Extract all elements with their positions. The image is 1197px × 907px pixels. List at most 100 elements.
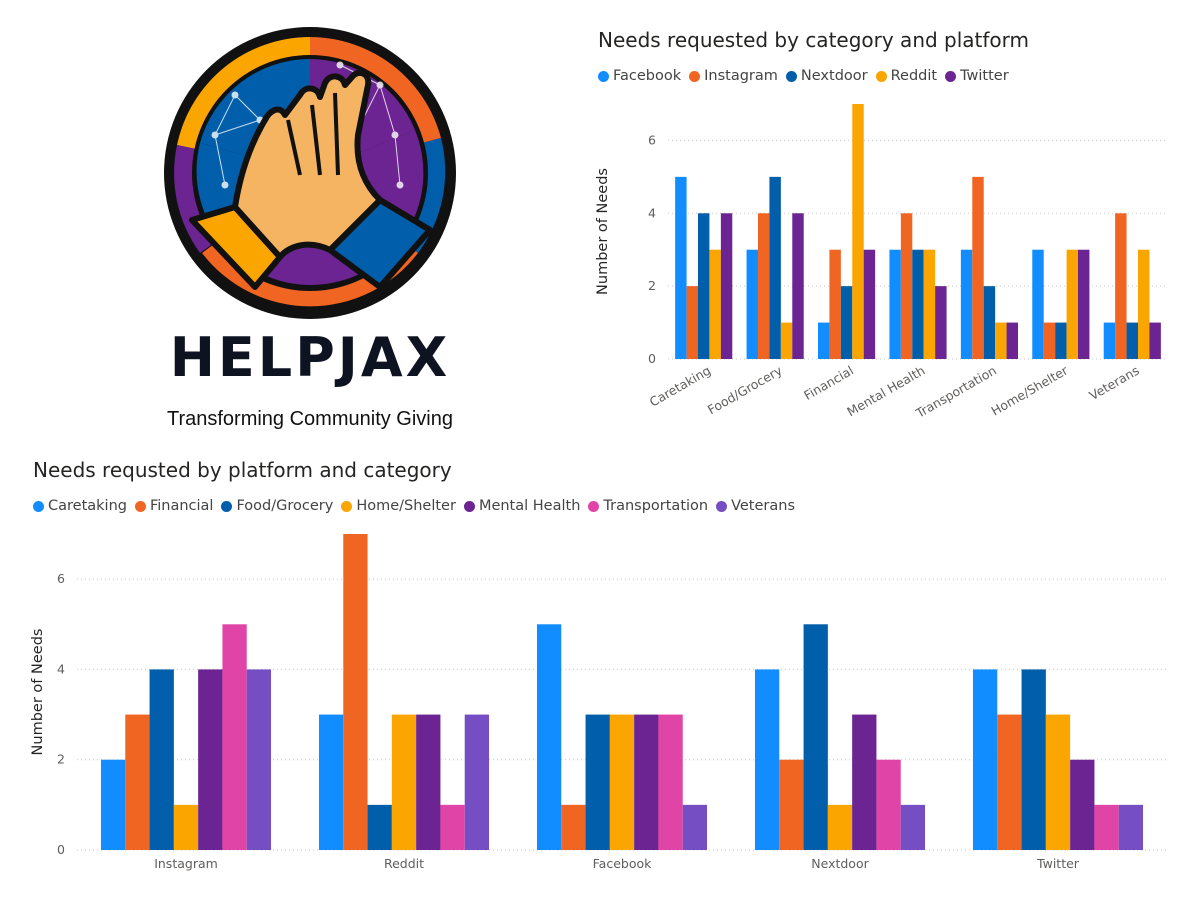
y-tick-label: 6 (648, 132, 656, 147)
bar[interactable] (709, 249, 721, 359)
y-tick-label: 0 (648, 351, 656, 366)
bar[interactable] (997, 714, 1022, 850)
bar[interactable] (464, 714, 490, 850)
bar[interactable] (173, 804, 199, 850)
bar[interactable] (561, 804, 586, 850)
bar[interactable] (840, 286, 853, 359)
legend-item[interactable]: Facebook (598, 68, 681, 84)
bar[interactable] (912, 249, 924, 359)
x-tick-label: Twitter (1036, 856, 1080, 871)
bar[interactable] (318, 714, 344, 850)
legend-swatch (875, 70, 887, 82)
bar[interactable] (769, 176, 781, 359)
bar[interactable] (827, 804, 853, 850)
legend-label: Home/Shelter (356, 498, 456, 514)
bar[interactable] (682, 804, 708, 850)
bar[interactable] (391, 714, 417, 850)
bar[interactable] (1066, 249, 1078, 359)
legend-item[interactable]: Twitter (945, 68, 1009, 84)
bar[interactable] (367, 804, 392, 850)
bar[interactable] (900, 804, 926, 850)
bar[interactable] (863, 249, 876, 359)
bar[interactable] (1138, 249, 1150, 359)
legend-swatch (785, 70, 797, 82)
legend-item[interactable]: Financial (134, 498, 213, 514)
bar[interactable] (1070, 759, 1095, 850)
bar[interactable] (149, 669, 174, 850)
bar[interactable] (829, 249, 841, 359)
bar[interactable] (1115, 213, 1127, 359)
chart2-legend: Caretaking Financial Food/Grocery Home/Shel… (33, 498, 803, 514)
bar[interactable] (900, 213, 913, 359)
bar[interactable] (440, 804, 465, 850)
bar[interactable] (222, 624, 247, 850)
bar[interactable] (343, 534, 368, 850)
brand-tagline: Transforming Community Giving (166, 408, 453, 430)
bar[interactable] (779, 759, 804, 850)
bar[interactable] (1078, 249, 1090, 359)
legend-item[interactable]: Nextdoor (785, 68, 868, 84)
bar[interactable] (658, 714, 683, 850)
bar[interactable] (100, 759, 126, 850)
bar[interactable] (972, 176, 984, 359)
bar[interactable] (720, 213, 733, 359)
bar[interactable] (246, 669, 272, 850)
bar[interactable] (1006, 322, 1018, 359)
bar[interactable] (1149, 322, 1161, 359)
legend-item[interactable]: Reddit (875, 68, 937, 84)
bar[interactable] (758, 213, 770, 359)
bar[interactable] (852, 714, 877, 850)
bar[interactable] (1021, 669, 1046, 850)
x-tick-label: Financial (801, 363, 856, 403)
bar[interactable] (923, 249, 936, 359)
bar[interactable] (585, 714, 610, 850)
y-axis-title: Number of Needs (595, 168, 611, 295)
bar[interactable] (780, 322, 793, 359)
x-tick-label: Caretaking (647, 363, 713, 410)
bar[interactable] (634, 714, 659, 850)
legend-item[interactable]: Transportation (588, 498, 708, 514)
bar[interactable] (1094, 804, 1119, 850)
bar[interactable] (609, 714, 635, 850)
bar[interactable] (698, 213, 710, 359)
legend-item[interactable]: Mental Health (463, 498, 580, 514)
legend-label: Nextdoor (800, 68, 868, 84)
bar[interactable] (1043, 322, 1056, 359)
bar[interactable] (536, 624, 562, 850)
bar[interactable] (972, 669, 998, 850)
chart2-title: Needs requsted by platform and category (33, 458, 452, 482)
bar[interactable] (818, 322, 830, 359)
legend-item[interactable]: Veterans (716, 498, 795, 514)
bar[interactable] (983, 286, 996, 359)
bar[interactable] (1118, 804, 1144, 850)
bar[interactable] (889, 249, 901, 359)
bar[interactable] (686, 286, 698, 359)
bar[interactable] (746, 249, 758, 359)
bar[interactable] (852, 104, 864, 359)
chart1-title: Needs requested by category and platform (598, 28, 1030, 52)
x-tick-label: Home/Shelter (988, 362, 1071, 418)
bar[interactable] (1045, 714, 1071, 850)
bar[interactable] (198, 669, 223, 850)
legend-label: Twitter (960, 68, 1009, 84)
bar[interactable] (1032, 249, 1044, 359)
bar[interactable] (125, 714, 150, 850)
bar[interactable] (1103, 322, 1116, 359)
bar[interactable] (1055, 322, 1067, 359)
bar[interactable] (1126, 322, 1138, 359)
y-tick-label: 2 (57, 752, 65, 767)
bar[interactable] (754, 669, 780, 850)
bar[interactable] (995, 322, 1007, 359)
legend-item[interactable]: Food/Grocery (221, 498, 333, 514)
bar[interactable] (792, 213, 804, 359)
legend-item[interactable]: Instagram (689, 68, 778, 84)
bar[interactable] (803, 624, 828, 850)
legend-swatch (716, 500, 728, 512)
bar[interactable] (675, 176, 687, 359)
bar[interactable] (935, 286, 947, 359)
bar[interactable] (876, 759, 901, 850)
legend-item[interactable]: Caretaking (33, 498, 127, 514)
bar[interactable] (416, 714, 441, 850)
bar[interactable] (960, 249, 973, 359)
legend-item[interactable]: Home/Shelter (341, 498, 456, 514)
